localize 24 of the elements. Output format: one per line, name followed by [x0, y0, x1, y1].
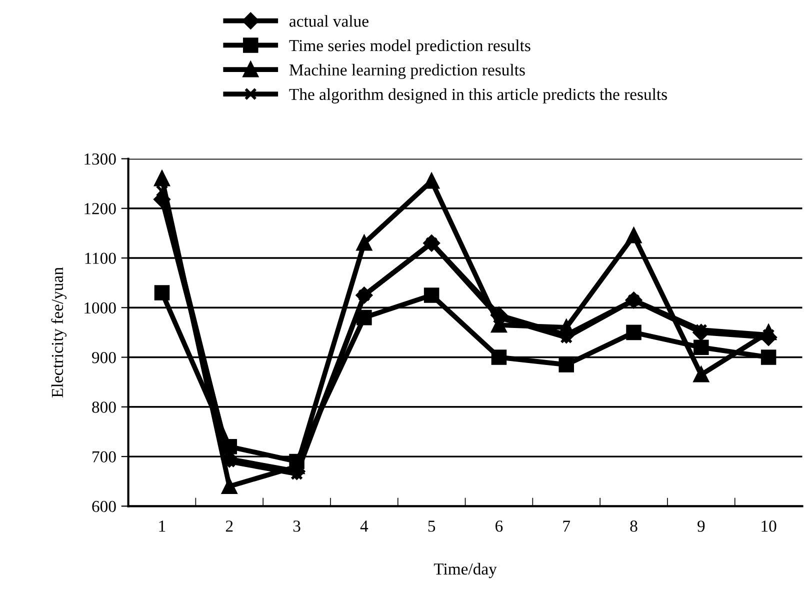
y-tick-label: 600: [92, 500, 116, 512]
x-tick-label: 9: [698, 520, 705, 532]
y-tick-label: 900: [92, 352, 116, 364]
y-axis-title: Electricity fee/yuan: [51, 267, 66, 398]
legend-label: actual value: [290, 15, 368, 27]
y-tick-label: 1100: [85, 252, 116, 264]
legend-label: Time series model prediction results: [289, 39, 530, 55]
x-tick-label: 4: [360, 520, 368, 532]
y-tick-label: 1200: [84, 203, 116, 214]
legend-label: Machine learning prediction results: [289, 64, 525, 80]
x-tick-label: 6: [496, 520, 503, 532]
x-axis-title: Time/day: [434, 562, 497, 578]
x-tick-label: 5: [428, 520, 436, 532]
x-tick-label: 2: [226, 520, 233, 532]
x-tick-label: 10: [762, 520, 776, 532]
y-tick-label: 800: [92, 402, 116, 413]
y-tick-label: 1300: [84, 153, 116, 165]
x-tick-label: 8: [630, 520, 638, 532]
legend-label: The algorithm designed in this article predicts the results: [289, 88, 667, 104]
x-tick-label: 7: [563, 520, 570, 532]
y-tick-label: 700: [92, 451, 116, 462]
x-tick-label: 1: [159, 520, 166, 532]
x-tick-label: 3: [293, 520, 300, 532]
y-tick-label: 1000: [84, 302, 116, 314]
